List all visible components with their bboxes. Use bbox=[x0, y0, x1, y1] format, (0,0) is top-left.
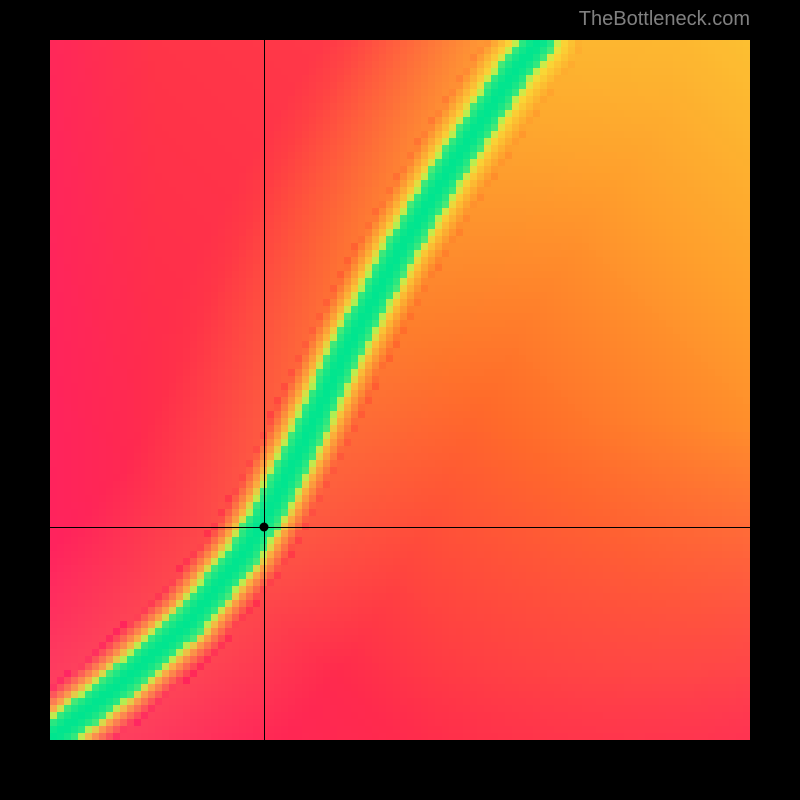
crosshair-horizontal bbox=[50, 527, 750, 528]
heatmap-plot bbox=[50, 40, 750, 740]
heatmap-canvas bbox=[50, 40, 750, 740]
crosshair-marker-dot bbox=[259, 522, 268, 531]
watermark-text: TheBottleneck.com bbox=[579, 8, 750, 31]
crosshair-vertical bbox=[264, 40, 265, 740]
